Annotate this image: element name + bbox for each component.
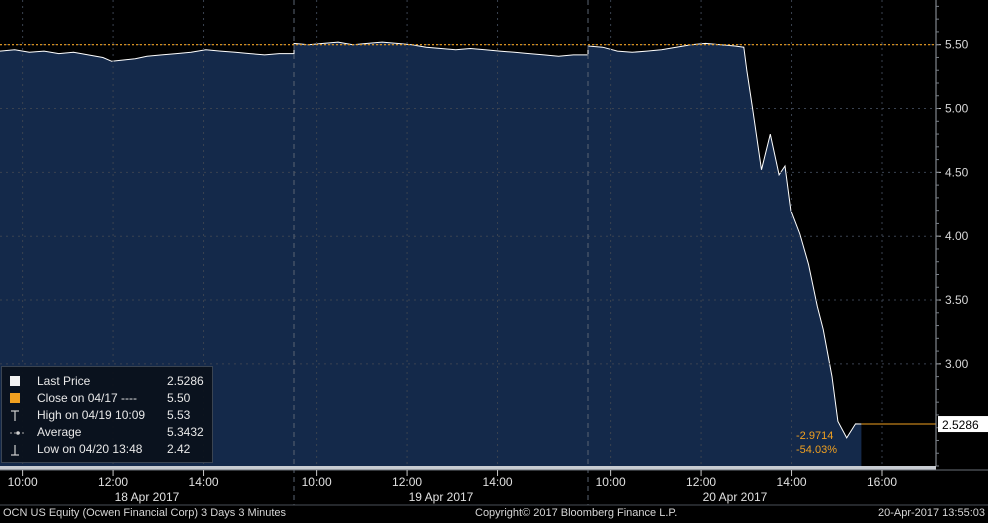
x-tick-label: 16:00 [867,475,897,489]
x-tick-label: 10:00 [302,475,332,489]
last-price-box [938,416,988,433]
x-tick-label: 10:00 [596,475,626,489]
legend-item-last-price: Last Price 2.5286 [10,374,206,390]
y-tick-label: 4.00 [945,229,969,243]
legend-item-low: Low on 04/20 13:48 2.42 [10,442,206,458]
legend-label: Last Price [37,374,91,388]
y-tick-label: 4.50 [945,165,969,179]
y-tick-label: 3.00 [945,357,969,371]
legend-label: Close on 04/17 ---- [37,391,138,405]
legend-label: Average [37,425,82,439]
x-tick-label: 14:00 [483,475,513,489]
x-date-label: 20 Apr 2017 [703,490,768,504]
legend-value: 5.50 [167,391,191,405]
legend-item-average: Average 5.3432 [10,425,206,441]
legend-value: 2.5286 [167,374,204,388]
y-tick-label: 5.50 [945,38,969,52]
legend-item-close: Close on 04/17 ---- 5.50 [10,391,206,407]
white-square-icon [10,376,20,386]
footer-security-description: OCN US Equity (Ocwen Financial Corp) 3 D… [3,507,287,519]
x-tick-label: 10:00 [8,475,38,489]
x-date-label: 19 Apr 2017 [409,490,474,504]
change-percent-label: -54.03% [796,444,837,456]
y-tick-label: 3.50 [945,293,969,307]
price-line [0,41,862,439]
last-price-label: 2.5286 [942,418,979,432]
x-date-label: 18 Apr 2017 [115,490,180,504]
x-axis-bar [0,466,936,470]
price-area-fill [0,42,862,466]
x-tick-label: 12:00 [98,475,128,489]
average-marker-icon [10,427,26,437]
low-marker-icon [10,444,20,456]
legend-value: 5.53 [167,408,191,422]
footer-timestamp: 20-Apr-2017 13:55:03 [877,507,985,519]
x-tick-label: 14:00 [777,475,807,489]
x-tick-label: 14:00 [189,475,219,489]
orange-square-icon [10,393,20,403]
legend-label: High on 04/19 10:09 [37,408,146,422]
chart-legend[interactable]: Last Price 2.5286 Close on 04/17 ---- 5.… [1,366,213,463]
x-tick-label: 12:00 [392,475,422,489]
legend-label: Low on 04/20 13:48 [37,442,143,456]
legend-item-high: High on 04/19 10:09 5.53 [10,408,206,424]
change-value-label: -2.9714 [796,430,833,442]
y-tick-label: 5.00 [945,102,969,116]
legend-value: 5.3432 [167,425,204,439]
footer-copyright: Copyright© 2017 Bloomberg Finance L.P. [475,507,678,519]
high-marker-icon [10,410,20,421]
x-tick-label: 12:00 [686,475,716,489]
legend-value: 2.42 [167,442,191,456]
